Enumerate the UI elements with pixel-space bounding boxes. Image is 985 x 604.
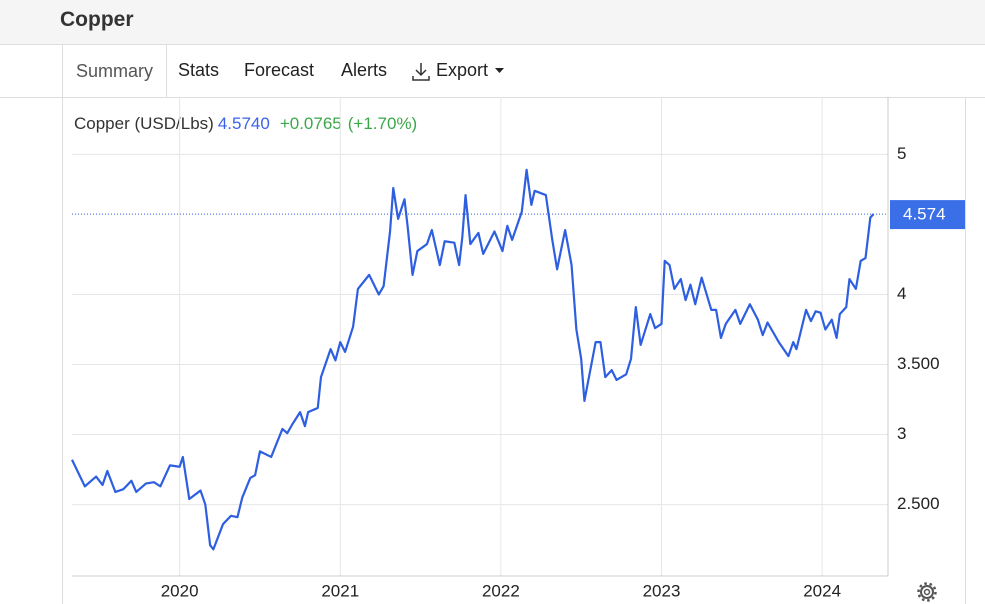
tab[interactable]: Stats <box>178 60 220 80</box>
x-tick-label: 2021 <box>321 581 359 600</box>
tab[interactable]: Alerts <box>341 60 388 80</box>
tab[interactable]: Forecast <box>244 60 315 80</box>
y-tick-label: 4 <box>897 284 906 303</box>
y-tick-label: 3.500 <box>897 354 940 373</box>
y-tick-label: 2.500 <box>897 494 940 513</box>
y-tick-label: 3 <box>897 424 906 443</box>
quote-change-percent: (+1.70%) <box>347 114 418 133</box>
tab[interactable]: Summary <box>62 45 167 97</box>
x-tick-label: 2020 <box>161 581 199 600</box>
quote: Copper (USD/Lbs) 4.5740 +0.0765 (+1.70%) <box>74 114 417 134</box>
top-bar: Copper <box>0 0 985 45</box>
last-value-tag <box>890 200 965 230</box>
chart-panel <box>62 97 966 604</box>
quote-price: 4.5740 <box>217 114 270 133</box>
last-value-label: 4.574 <box>903 205 946 224</box>
x-tick-label: 2024 <box>803 581 841 600</box>
caret-icon <box>495 68 504 73</box>
page-title: Copper <box>60 8 134 31</box>
tab[interactable]: Export <box>436 60 489 80</box>
price-line <box>71 168 875 551</box>
x-tick-label: 2022 <box>482 581 520 600</box>
settings-icon[interactable] <box>917 582 937 602</box>
download-icon <box>412 63 430 81</box>
tab-bar: Summary Stats Forecast Alerts Export <box>0 45 985 98</box>
y-tick-label: 5 <box>897 144 906 163</box>
x-tick-label: 2023 <box>643 581 681 600</box>
quote-change: +0.0765 <box>279 114 342 133</box>
quote-name: Copper (USD/Lbs) <box>74 114 214 133</box>
